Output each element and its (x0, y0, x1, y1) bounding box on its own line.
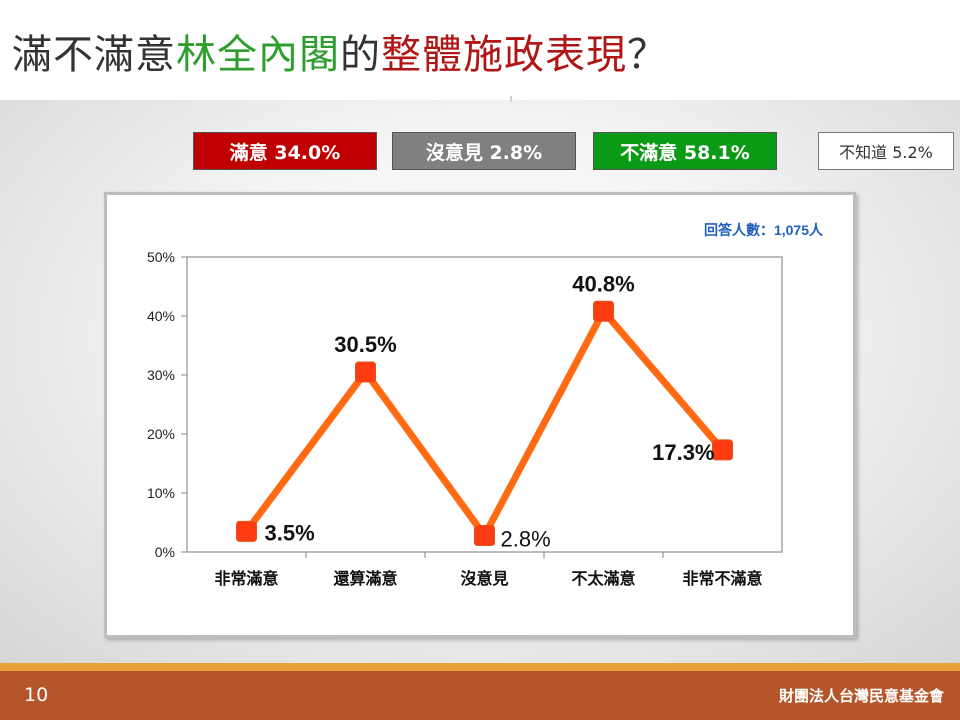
title-part-5: ？ (627, 32, 668, 78)
legend-dissatisfied: 不滿意 58.1% (593, 132, 777, 170)
line-chart: 回答人數：1,075人 0% 10% 20% 30% 40% 50% 非常滿意 還算滿意 沒意… (147, 222, 824, 588)
title-part-1: 滿不滿意 (12, 32, 176, 78)
title-part-3: 的 (340, 32, 381, 78)
legend-unknown-label: 不知道 5.2% (839, 143, 933, 162)
y-tick-label: 20% (147, 426, 175, 442)
page-number: 10 (24, 684, 49, 706)
footer-accent-stripe (0, 663, 960, 671)
data-label: 30.5% (334, 332, 396, 357)
chart-frame: 回答人數：1,075人 0% 10% 20% 30% 40% 50% 非常滿意 還算滿意 沒意… (104, 192, 856, 638)
x-tick-label: 不太滿意 (571, 569, 635, 588)
x-tick-label: 沒意見 (460, 569, 508, 588)
data-point-marker (593, 300, 614, 322)
y-tick-label: 10% (147, 485, 175, 501)
data-label: 40.8% (572, 271, 634, 296)
legend-unknown: 不知道 5.2% (818, 132, 954, 170)
data-point-marker (712, 439, 733, 461)
x-tick-label: 非常滿意 (214, 569, 278, 588)
data-point-marker (474, 524, 495, 546)
data-point-marker (236, 520, 257, 542)
organization-name: 財團法人台灣民意基金會 (778, 687, 944, 705)
legend-dissatisfied-label: 不滿意 58.1% (620, 141, 750, 164)
data-label: 2.8% (501, 526, 551, 551)
legend-satisfied-label: 滿意 34.0% (229, 141, 341, 164)
x-tick-label: 非常不滿意 (682, 569, 762, 588)
data-point-marker (355, 361, 376, 383)
y-tick-label: 0% (155, 544, 175, 560)
title-part-4: 整體施政表現 (381, 32, 627, 78)
page-title: 滿不滿意林全內閣的整體施政表現？ (12, 22, 668, 80)
title-bar: 滿不滿意林全內閣的整體施政表現？ (0, 0, 960, 100)
title-part-2: 林全內閣 (176, 32, 340, 78)
data-labels: 3.5% 30.5% 2.8% 40.8% 17.3% (265, 271, 715, 551)
y-tick-label: 40% (147, 308, 175, 324)
data-label: 17.3% (652, 440, 714, 465)
legend-no-opinion: 沒意見 2.8% (392, 132, 576, 170)
legend-satisfied: 滿意 34.0% (193, 132, 377, 170)
plot-area (186, 256, 783, 553)
x-axis: 非常滿意 還算滿意 沒意見 不太滿意 非常不滿意 (214, 552, 763, 588)
x-tick-label: 還算滿意 (333, 569, 397, 588)
y-axis: 0% 10% 20% 30% 40% 50% (147, 249, 187, 560)
data-label: 3.5% (265, 520, 315, 545)
y-tick-label: 50% (147, 249, 175, 265)
series-line (236, 300, 733, 546)
footer-bar: 10 財團法人台灣民意基金會 (0, 671, 960, 720)
respondent-count-annotation: 回答人數：1,075人 (704, 222, 824, 238)
series-path (243, 307, 726, 539)
legend-no-opinion-label: 沒意見 2.8% (425, 141, 543, 164)
y-tick-label: 30% (147, 367, 175, 383)
decorative-mark (510, 96, 512, 102)
